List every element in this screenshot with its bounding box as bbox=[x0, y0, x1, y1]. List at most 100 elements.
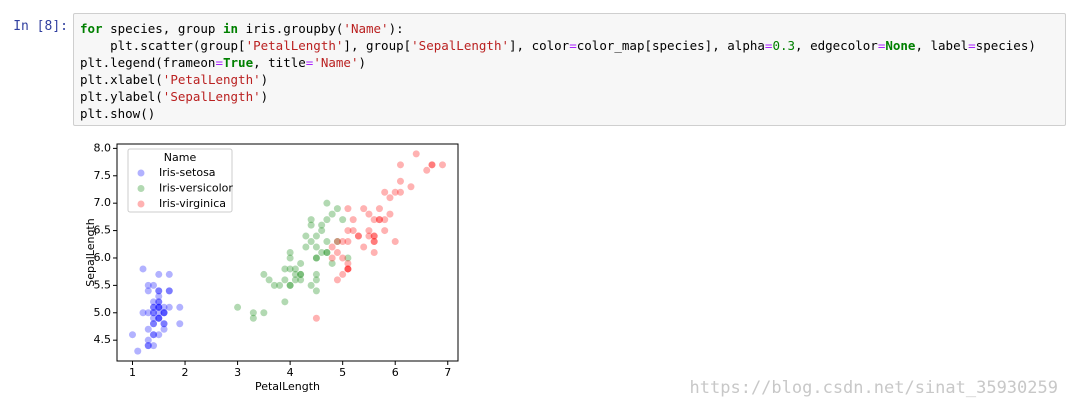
point bbox=[150, 303, 158, 311]
point bbox=[129, 331, 136, 339]
point bbox=[160, 303, 168, 311]
point bbox=[428, 161, 436, 169]
point bbox=[302, 243, 310, 251]
point bbox=[286, 254, 294, 262]
point bbox=[144, 287, 152, 295]
x-tick-label: 2 bbox=[182, 366, 189, 379]
point bbox=[155, 303, 163, 311]
point bbox=[312, 314, 320, 322]
point bbox=[281, 298, 289, 306]
point bbox=[144, 342, 152, 350]
point bbox=[286, 281, 294, 289]
point bbox=[318, 249, 326, 256]
point bbox=[344, 265, 352, 273]
point bbox=[291, 276, 299, 284]
point bbox=[386, 194, 394, 202]
point bbox=[339, 216, 347, 224]
point bbox=[391, 188, 399, 196]
point bbox=[339, 254, 347, 262]
point bbox=[318, 221, 326, 229]
point bbox=[312, 254, 320, 262]
point bbox=[344, 254, 352, 262]
point bbox=[323, 249, 331, 256]
point bbox=[144, 325, 152, 333]
point bbox=[155, 303, 163, 311]
point bbox=[155, 298, 163, 306]
point bbox=[134, 347, 142, 355]
point bbox=[365, 210, 373, 218]
point bbox=[155, 287, 163, 295]
point bbox=[281, 276, 289, 284]
point bbox=[265, 276, 273, 284]
point bbox=[349, 216, 357, 224]
point bbox=[370, 232, 378, 240]
point bbox=[150, 320, 158, 328]
y-tick-label: 5.0 bbox=[94, 306, 112, 319]
point bbox=[144, 342, 152, 350]
point bbox=[349, 227, 357, 235]
point bbox=[333, 249, 341, 256]
cell-prompt: In [8]: bbox=[13, 19, 68, 34]
point bbox=[344, 227, 352, 235]
x-tick-label: 4 bbox=[287, 366, 294, 379]
point bbox=[260, 270, 268, 278]
point bbox=[360, 243, 368, 251]
point bbox=[150, 331, 158, 339]
point bbox=[312, 232, 320, 240]
point bbox=[281, 265, 289, 273]
point bbox=[139, 265, 147, 273]
point bbox=[302, 232, 310, 240]
point bbox=[375, 216, 383, 224]
point bbox=[160, 325, 168, 333]
point bbox=[165, 270, 173, 278]
point bbox=[150, 320, 158, 328]
point bbox=[370, 216, 378, 224]
point bbox=[396, 188, 404, 196]
point bbox=[328, 243, 336, 251]
point bbox=[291, 270, 299, 278]
point bbox=[354, 232, 362, 240]
code-line: plt.scatter(group['PetalLength'], group[… bbox=[80, 38, 1036, 53]
x-tick-label: 1 bbox=[129, 366, 136, 379]
point bbox=[249, 314, 257, 322]
point bbox=[323, 216, 331, 224]
point bbox=[339, 270, 347, 278]
point bbox=[307, 281, 315, 289]
point bbox=[333, 238, 341, 246]
point bbox=[165, 287, 173, 295]
point bbox=[155, 331, 163, 339]
code-line: plt.xlabel('PetalLength') bbox=[80, 72, 269, 87]
point bbox=[155, 287, 163, 295]
point bbox=[297, 270, 305, 278]
code-cell[interactable]: for species, group in iris.groupby('Name… bbox=[73, 13, 1066, 126]
point bbox=[344, 205, 352, 213]
point bbox=[144, 309, 152, 317]
point bbox=[360, 205, 368, 213]
x-tick-label: 6 bbox=[392, 366, 399, 379]
point bbox=[176, 320, 184, 328]
point bbox=[176, 303, 184, 311]
point bbox=[155, 292, 163, 300]
point bbox=[328, 210, 336, 218]
point bbox=[370, 232, 378, 240]
point bbox=[150, 342, 158, 350]
point bbox=[150, 281, 158, 289]
point bbox=[381, 227, 389, 235]
y-tick-label: 6.0 bbox=[94, 251, 112, 264]
point bbox=[423, 166, 431, 174]
point bbox=[391, 238, 399, 246]
point bbox=[307, 238, 315, 246]
point bbox=[312, 243, 320, 251]
point bbox=[270, 281, 278, 289]
point bbox=[307, 221, 315, 229]
point bbox=[144, 336, 152, 344]
point bbox=[328, 254, 336, 262]
point bbox=[297, 259, 305, 267]
point bbox=[323, 238, 331, 246]
point bbox=[297, 276, 305, 284]
point bbox=[365, 227, 373, 235]
point bbox=[234, 303, 242, 311]
point bbox=[370, 238, 378, 246]
point bbox=[439, 161, 446, 169]
point bbox=[344, 238, 352, 246]
